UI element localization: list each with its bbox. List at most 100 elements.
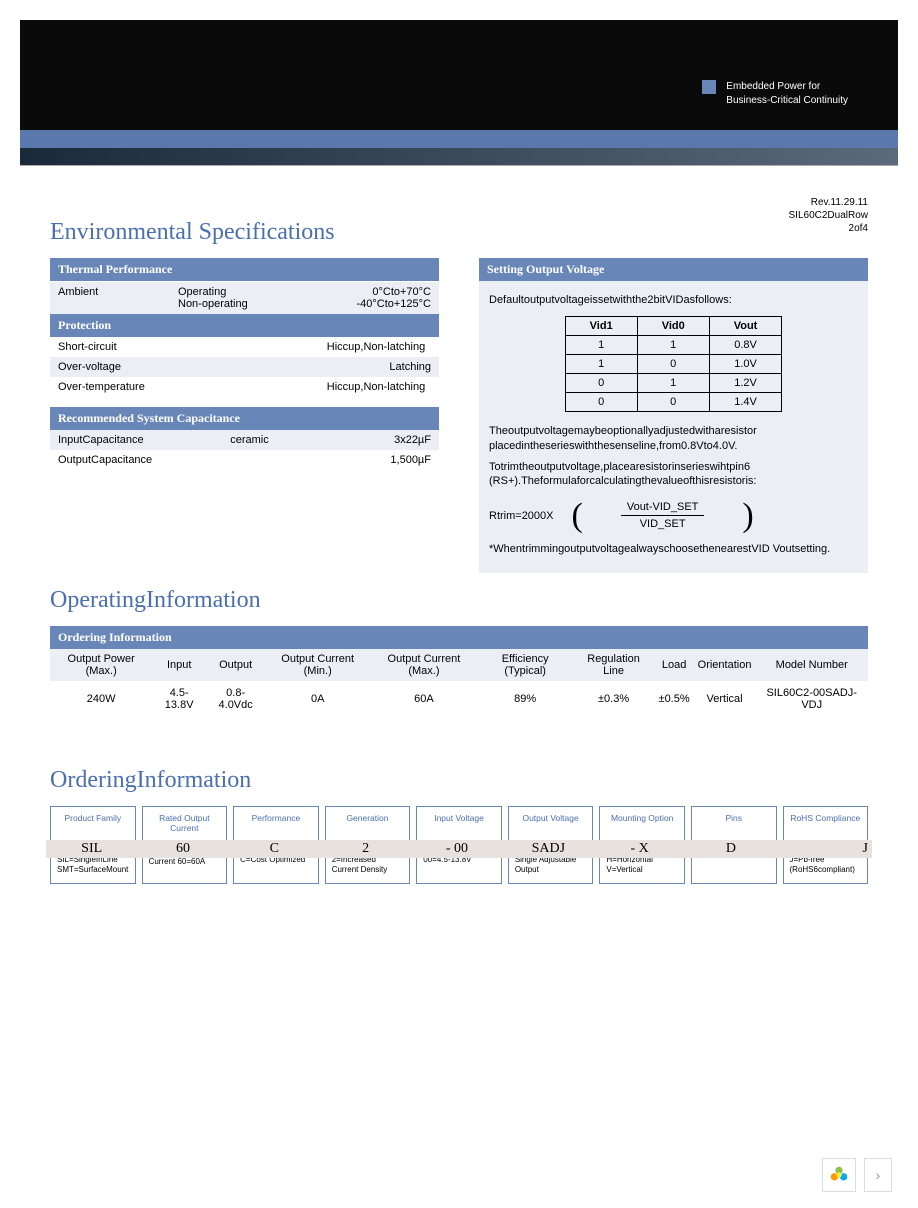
op-col: Load <box>655 649 694 681</box>
op-col: Output Current (Min.) <box>265 649 370 681</box>
pn-code: - X <box>594 841 685 857</box>
operating-value: 0°Cto+70°C <box>372 286 431 298</box>
protection-name: Over-temperature <box>58 381 178 393</box>
sov-p1: Theoutputvoltagemaybeoptionallyadjustedw… <box>489 424 858 454</box>
vid-cell: 1 <box>637 373 709 392</box>
vid-cell: 1.0V <box>709 354 782 373</box>
paren-left-icon: ( <box>572 502 583 529</box>
vid-cell: 1 <box>565 335 637 354</box>
vid-cell: 0.8V <box>709 335 782 354</box>
op-col: Input <box>152 649 206 681</box>
chevron-right-icon: › <box>876 1167 881 1183</box>
op-col: Output Current (Max.) <box>370 649 478 681</box>
sov-header: Setting Output Voltage <box>479 258 868 281</box>
ambient-label: Ambient <box>58 286 178 310</box>
cap-row: InputCapacitance ceramic 3x22µF <box>50 430 439 450</box>
op-cell: ±0.5% <box>655 681 694 717</box>
pn-box-hdr: Input Voltage <box>423 813 495 831</box>
pn-box-hdr: Mounting Option <box>606 813 678 831</box>
pn-box-hdr: Product Family <box>57 813 129 831</box>
vid-cell: 1.2V <box>709 373 782 392</box>
pn-box-hdr: RoHS Compliance <box>790 813 862 831</box>
op-col: Regulation Line <box>573 649 655 681</box>
op-cell: SIL60C2-00SADJ-VDJ <box>755 681 868 717</box>
op-col: Efficiency (Typical) <box>478 649 573 681</box>
pn-code: SADJ <box>503 841 594 857</box>
ordering-info-header: Ordering Information <box>50 626 868 649</box>
vid-cell: 1 <box>565 354 637 373</box>
tagline-square-icon <box>702 80 716 94</box>
header-blue-strip <box>20 130 898 148</box>
protection-row: Over-temperature Hiccup,Non-latching <box>50 377 439 397</box>
pn-code: 2 <box>320 841 411 857</box>
op-cell: 4.5-13.8V <box>152 681 206 717</box>
sov-p2: Totrimtheoutputvoltage,placearesistorins… <box>489 460 858 490</box>
footer-controls: › <box>822 1158 892 1192</box>
env-left-column: Thermal Performance Ambient Operating No… <box>50 258 439 470</box>
vid-cell: 0 <box>565 392 637 411</box>
protection-value: Hiccup,Non-latching <box>321 341 431 353</box>
paren-right-icon: ) <box>742 502 753 529</box>
brand-logo-icon[interactable] <box>822 1158 856 1192</box>
header-tagline: Embedded Power for Business-Critical Con… <box>702 80 849 108</box>
op-cell: ±0.3% <box>573 681 655 717</box>
env-spec-title: Environmental Specifications <box>50 219 868 246</box>
protection-value: Latching <box>321 361 431 373</box>
protection-row: Short-circuit Hiccup,Non-latching <box>50 337 439 357</box>
vid-table: Vid1 Vid0 Vout 110.8V 101.0V 011.2V 001.… <box>565 316 783 412</box>
vid-th: Vid0 <box>637 316 709 335</box>
vid-cell: 1.4V <box>709 392 782 411</box>
rtrim-formula: Rtrim=2000X ( Vout-VID_SET VID_SET ) <box>489 497 858 534</box>
vid-cell: 0 <box>637 392 709 411</box>
protection-row: Over-voltage Latching <box>50 357 439 377</box>
vid-cell: 1 <box>637 335 709 354</box>
pn-box-hdr: Pins <box>698 813 770 831</box>
part-number-grid: SIL 60 C 2 - 00 SADJ - X D J Product Fam… <box>50 806 868 884</box>
op-col: Orientation <box>694 649 756 681</box>
nonoperating-value: -40°Cto+125°C <box>356 298 431 310</box>
ordering-info-title: OrderingInformation <box>50 767 868 794</box>
protection-name: Over-voltage <box>58 361 178 373</box>
pn-code: 60 <box>137 841 228 857</box>
op-cell: 240W <box>50 681 152 717</box>
cap-value: 1,500µF <box>321 454 431 466</box>
formula-numerator: Vout-VID_SET <box>621 501 705 516</box>
pn-code: J <box>777 841 872 857</box>
cap-mid: ceramic <box>178 434 321 446</box>
pn-box-hdr: Rated Output Current <box>149 813 221 833</box>
sov-note: *Whentrimmingoutputvoltagealwayschooseth… <box>489 542 858 557</box>
part-number-strip: SIL 60 C 2 - 00 SADJ - X D J <box>46 840 872 858</box>
header-banner: Embedded Power for Business-Critical Con… <box>20 20 898 130</box>
vid-cell: 0 <box>637 354 709 373</box>
formula-denominator: VID_SET <box>621 516 705 530</box>
pn-code: SIL <box>46 841 137 857</box>
setting-output-voltage-column: Setting Output Voltage Defaultoutputvolt… <box>479 258 868 573</box>
cap-row: OutputCapacitance 1,500µF <box>50 450 439 470</box>
op-cell: 60A <box>370 681 478 717</box>
pn-box-hdr: Performance <box>240 813 312 831</box>
op-cell: 89% <box>478 681 573 717</box>
sov-intro: Defaultoutputvoltageissetwiththe2bitVIDa… <box>489 293 858 308</box>
pn-code: - 00 <box>411 841 502 857</box>
op-cell: 0A <box>265 681 370 717</box>
operating-info-title: OperatingInformation <box>50 587 868 614</box>
operating-label: Operating <box>178 286 226 298</box>
header-gradient-strip <box>20 148 898 166</box>
capacitance-header: Recommended System Capacitance <box>50 407 439 430</box>
protection-name: Short-circuit <box>58 341 178 353</box>
pn-box-hdr: Output Voltage <box>515 813 587 831</box>
cap-name: InputCapacitance <box>58 434 178 446</box>
op-cell: Vertical <box>694 681 756 717</box>
rtrim-label: Rtrim=2000X <box>489 510 554 522</box>
pn-code: C <box>229 841 320 857</box>
pn-box-hdr: Generation <box>332 813 404 831</box>
vid-th: Vid1 <box>565 316 637 335</box>
vid-th: Vout <box>709 316 782 335</box>
tagline-line2: Business-Critical Continuity <box>726 95 848 106</box>
op-col: Output Power (Max.) <box>50 649 152 681</box>
op-col: Output <box>206 649 265 681</box>
next-page-button[interactable]: › <box>864 1158 892 1192</box>
vid-cell: 0 <box>565 373 637 392</box>
cap-name: OutputCapacitance <box>58 454 178 466</box>
cap-value: 3x22µF <box>321 434 431 446</box>
